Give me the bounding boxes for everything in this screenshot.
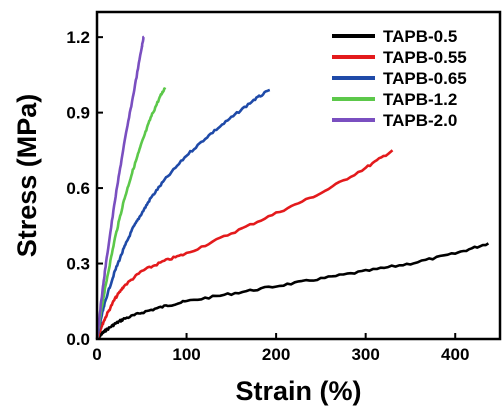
y-tick-label: 0.9 bbox=[66, 104, 90, 123]
x-tick-label: 0 bbox=[92, 345, 101, 364]
legend-label-tapb-0-65: TAPB-0.65 bbox=[383, 69, 467, 88]
legend: TAPB-0.5 TAPB-0.55 TAPB-0.65 TAPB-1.2 TAPB-2… bbox=[332, 27, 467, 130]
legend-label-tapb-1-2: TAPB-1.2 bbox=[383, 90, 457, 109]
legend-label-tapb-0-55: TAPB-0.55 bbox=[383, 48, 467, 67]
series-line-tapb-0-55 bbox=[95, 149, 394, 340]
series-layer bbox=[95, 35, 490, 340]
y-tick-label: 1.2 bbox=[66, 28, 90, 47]
x-axis-label: Strain (%) bbox=[235, 376, 361, 406]
legend-label-tapb-2-0: TAPB-2.0 bbox=[383, 111, 457, 130]
y-tick-label: 0.3 bbox=[66, 255, 90, 274]
series-line-tapb-2-0 bbox=[95, 35, 145, 340]
x-tick-label: 100 bbox=[172, 345, 200, 364]
series-line-tapb-0-5 bbox=[96, 242, 490, 340]
ticks-layer: 0 100 200 300 400 0.0 0.3 0.6 0.9 1.2 bbox=[66, 28, 469, 364]
legend-label-tapb-0-5: TAPB-0.5 bbox=[383, 27, 457, 46]
x-tick-label: 400 bbox=[441, 345, 469, 364]
x-tick-label: 300 bbox=[351, 345, 379, 364]
y-axis-label: Stress (MPa) bbox=[12, 94, 42, 258]
y-tick-label: 0.6 bbox=[66, 179, 90, 198]
x-tick-label: 200 bbox=[262, 345, 290, 364]
series-line-tapb-1-2 bbox=[95, 86, 167, 340]
plot-frame bbox=[95, 10, 502, 341]
series-line-tapb-0-65 bbox=[95, 88, 271, 340]
y-tick-label: 0.0 bbox=[66, 330, 90, 349]
